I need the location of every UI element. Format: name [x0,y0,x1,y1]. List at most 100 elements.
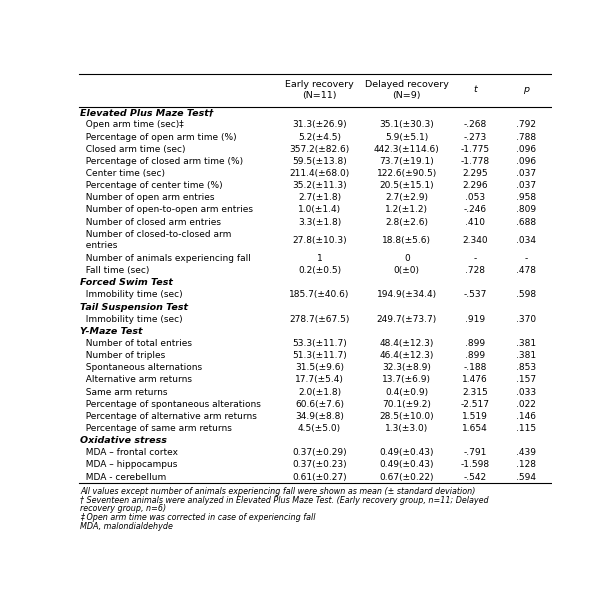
Text: 0.4(±0.9): 0.4(±0.9) [386,388,428,397]
Text: Number of closed-to-closed arm
  entries: Number of closed-to-closed arm entries [80,230,232,250]
Text: All values except number of animals experiencing fall were shown as mean (± stan: All values except number of animals expe… [80,487,476,496]
Text: 5.2(±4.5): 5.2(±4.5) [298,133,341,142]
Text: Early recovery
(N=11): Early recovery (N=11) [285,80,354,100]
Text: 0.2(±0.5): 0.2(±0.5) [298,266,341,275]
Text: Number of triples: Number of triples [80,351,166,360]
Text: 0.37(±0.23): 0.37(±0.23) [292,460,347,469]
Text: 1: 1 [317,254,322,263]
Text: 278.7(±67.5): 278.7(±67.5) [289,315,350,324]
Text: .853: .853 [516,363,536,372]
Text: Tail Suspension Test: Tail Suspension Test [80,302,188,311]
Text: 122.6(±90.5): 122.6(±90.5) [377,169,437,178]
Text: 31.3(±26.9): 31.3(±26.9) [292,121,347,130]
Text: 249.7(±73.7): 249.7(±73.7) [377,315,437,324]
Text: 73.7(±19.1): 73.7(±19.1) [379,157,434,166]
Text: Percentage of spontaneous alterations: Percentage of spontaneous alterations [80,400,261,409]
Text: Number of open-to-open arm entries: Number of open-to-open arm entries [80,205,253,214]
Text: † Seventeen animals were analyzed in Elevated Plus Maze Test. (Early recovery gr: † Seventeen animals were analyzed in Ele… [80,496,489,505]
Text: t: t [473,85,477,94]
Text: 2.8(±2.6): 2.8(±2.6) [386,218,428,227]
Text: 2.7(±1.8): 2.7(±1.8) [298,193,341,202]
Text: -: - [524,254,528,263]
Text: recovery group, n=6): recovery group, n=6) [80,505,167,514]
Text: 185.7(±40.6): 185.7(±40.6) [289,290,350,299]
Text: Percentage of alternative arm returns: Percentage of alternative arm returns [80,412,257,421]
Text: Alternative arm returns: Alternative arm returns [80,376,192,385]
Text: Number of open arm entries: Number of open arm entries [80,193,215,202]
Text: .410: .410 [465,218,485,227]
Text: -: - [474,254,477,263]
Text: Open arm time (sec)‡: Open arm time (sec)‡ [80,121,184,130]
Text: 46.4(±12.3): 46.4(±12.3) [379,351,434,360]
Text: 2.295: 2.295 [462,169,488,178]
Text: 34.9(±8.8): 34.9(±8.8) [295,412,344,421]
Text: 1.3(±3.0): 1.3(±3.0) [385,424,428,433]
Text: 3.3(±1.8): 3.3(±1.8) [298,218,341,227]
Text: .899: .899 [465,351,485,360]
Text: p: p [523,85,529,94]
Text: .919: .919 [465,315,485,324]
Text: Percentage of closed arm time (%): Percentage of closed arm time (%) [80,157,243,166]
Text: .688: .688 [516,218,536,227]
Text: 18.8(±5.6): 18.8(±5.6) [383,236,432,245]
Text: .381: .381 [516,339,536,348]
Text: .053: .053 [465,193,485,202]
Text: 5.9(±5.1): 5.9(±5.1) [385,133,428,142]
Text: 2.7(±2.9): 2.7(±2.9) [386,193,428,202]
Text: 1.476: 1.476 [462,376,488,385]
Text: .128: .128 [516,460,536,469]
Text: 28.5(±10.0): 28.5(±10.0) [379,412,434,421]
Text: 70.1(±9.2): 70.1(±9.2) [383,400,432,409]
Text: -.268: -.268 [463,121,487,130]
Text: Forced Swim Test: Forced Swim Test [80,278,173,287]
Text: -.273: -.273 [463,133,487,142]
Text: 60.6(±7.6): 60.6(±7.6) [295,400,344,409]
Text: -.537: -.537 [463,290,487,299]
Text: 0.61(±0.27): 0.61(±0.27) [292,473,347,482]
Text: -1.775: -1.775 [461,145,490,154]
Text: 48.4(±12.3): 48.4(±12.3) [379,339,434,348]
Text: Closed arm time (sec): Closed arm time (sec) [80,145,186,154]
Text: 357.2(±82.6): 357.2(±82.6) [289,145,350,154]
Text: 1.654: 1.654 [462,424,488,433]
Text: 194.9(±34.4): 194.9(±34.4) [377,290,437,299]
Text: Percentage of center time (%): Percentage of center time (%) [80,181,223,190]
Text: 2.315: 2.315 [462,388,488,397]
Text: 0: 0 [404,254,409,263]
Text: MDA, malondialdehyde: MDA, malondialdehyde [80,522,173,531]
Text: .146: .146 [516,412,536,421]
Text: 35.2(±11.3): 35.2(±11.3) [292,181,347,190]
Text: .792: .792 [516,121,536,130]
Text: .034: .034 [516,236,536,245]
Text: .594: .594 [516,473,536,482]
Text: 4.5(±5.0): 4.5(±5.0) [298,424,341,433]
Text: 27.8(±10.3): 27.8(±10.3) [292,236,347,245]
Text: .157: .157 [516,376,536,385]
Text: -.791: -.791 [463,448,487,457]
Text: Elevated Plus Maze Test†: Elevated Plus Maze Test† [80,108,214,117]
Text: Y-Maze Test: Y-Maze Test [80,327,143,336]
Text: 31.5(±9.6): 31.5(±9.6) [295,363,344,372]
Text: 13.7(±6.9): 13.7(±6.9) [383,376,432,385]
Text: 0.37(±0.29): 0.37(±0.29) [292,448,347,457]
Text: ‡ Open arm time was corrected in case of experiencing fall: ‡ Open arm time was corrected in case of… [80,513,316,522]
Text: .598: .598 [516,290,536,299]
Text: 59.5(±13.8): 59.5(±13.8) [292,157,347,166]
Text: .809: .809 [516,205,536,214]
Text: .033: .033 [516,388,536,397]
Text: Number of closed arm entries: Number of closed arm entries [80,218,221,227]
Text: -1.598: -1.598 [461,460,490,469]
Text: Fall time (sec): Fall time (sec) [80,266,150,275]
Text: 17.7(±5.4): 17.7(±5.4) [295,376,344,385]
Text: -1.778: -1.778 [461,157,490,166]
Text: 1.519: 1.519 [462,412,488,421]
Text: Center time (sec): Center time (sec) [80,169,166,178]
Text: Percentage of open arm time (%): Percentage of open arm time (%) [80,133,237,142]
Text: 2.0(±1.8): 2.0(±1.8) [298,388,341,397]
Text: 0.49(±0.43): 0.49(±0.43) [379,460,434,469]
Text: MDA – hippocampus: MDA – hippocampus [80,460,178,469]
Text: .958: .958 [516,193,536,202]
Text: 2.340: 2.340 [462,236,488,245]
Text: .728: .728 [465,266,485,275]
Text: .370: .370 [516,315,536,324]
